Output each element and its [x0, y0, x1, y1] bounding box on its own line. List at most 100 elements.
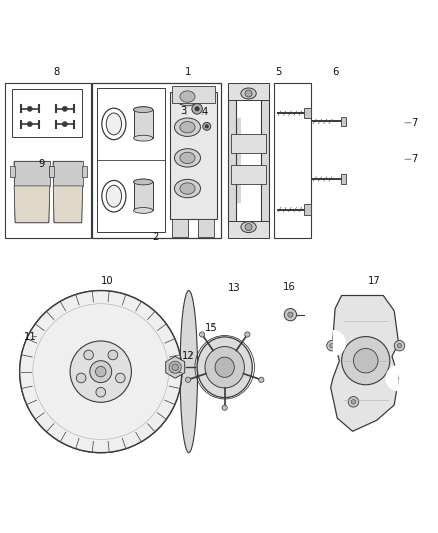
Text: 8: 8 [53, 67, 59, 77]
Bar [198, 219, 215, 237]
Bar [231, 165, 266, 183]
Ellipse shape [134, 107, 153, 112]
Polygon shape [331, 295, 399, 431]
Text: 10: 10 [101, 276, 113, 286]
Polygon shape [53, 186, 83, 223]
Circle shape [108, 350, 118, 360]
Bar [228, 91, 236, 229]
Bar [97, 88, 165, 232]
Ellipse shape [215, 357, 234, 377]
Circle shape [245, 332, 250, 337]
Bar [92, 83, 221, 238]
Circle shape [20, 290, 182, 453]
Ellipse shape [180, 122, 195, 133]
Circle shape [90, 361, 112, 383]
Bar [274, 83, 311, 238]
Circle shape [84, 350, 93, 360]
Bar [49, 166, 54, 177]
Circle shape [203, 123, 211, 130]
Circle shape [27, 122, 32, 127]
Bar [12, 89, 82, 138]
Bar [261, 91, 269, 229]
Circle shape [95, 366, 106, 377]
Text: 15: 15 [205, 323, 218, 333]
Ellipse shape [134, 107, 153, 112]
Bar [172, 219, 188, 237]
Ellipse shape [174, 87, 201, 106]
Circle shape [169, 361, 181, 373]
Text: 12: 12 [182, 351, 195, 361]
Circle shape [199, 332, 205, 337]
Bar [231, 134, 266, 152]
Circle shape [245, 223, 252, 231]
Bar [82, 166, 87, 177]
Polygon shape [166, 356, 185, 378]
Circle shape [288, 312, 293, 317]
Polygon shape [53, 161, 83, 223]
Ellipse shape [174, 179, 201, 198]
Bar [170, 92, 217, 219]
Bar [134, 182, 153, 211]
Wedge shape [385, 365, 399, 391]
Ellipse shape [174, 149, 201, 167]
Circle shape [96, 387, 106, 397]
Circle shape [62, 122, 67, 127]
Text: 3: 3 [180, 106, 186, 116]
Text: 17: 17 [368, 276, 381, 286]
Circle shape [353, 349, 378, 373]
Circle shape [185, 377, 191, 382]
Circle shape [342, 336, 390, 385]
Ellipse shape [134, 179, 153, 185]
Text: 11: 11 [24, 332, 37, 342]
Circle shape [70, 341, 131, 402]
Text: 6: 6 [332, 67, 338, 77]
Bar [228, 83, 269, 100]
Bar [134, 110, 153, 138]
Bar [5, 83, 91, 238]
Ellipse shape [106, 185, 122, 207]
Text: 5: 5 [275, 67, 281, 77]
Circle shape [284, 309, 297, 321]
Ellipse shape [197, 337, 252, 398]
Polygon shape [14, 186, 50, 223]
Circle shape [351, 400, 356, 404]
Text: 9: 9 [39, 159, 45, 168]
Ellipse shape [134, 135, 153, 141]
Bar [341, 117, 346, 126]
Text: 1: 1 [185, 67, 191, 77]
Circle shape [76, 373, 86, 383]
Circle shape [172, 364, 179, 370]
Ellipse shape [180, 183, 195, 194]
Bar [10, 166, 15, 177]
Ellipse shape [134, 179, 153, 185]
Ellipse shape [241, 222, 256, 232]
Text: 16: 16 [283, 282, 296, 292]
Circle shape [245, 90, 252, 97]
Text: 13: 13 [228, 282, 240, 293]
Text: 7: 7 [411, 118, 417, 128]
Circle shape [195, 107, 199, 111]
Wedge shape [333, 330, 346, 356]
Polygon shape [14, 161, 50, 186]
Ellipse shape [180, 290, 198, 453]
Text: 4: 4 [202, 107, 208, 117]
Circle shape [394, 341, 405, 351]
Bar [228, 221, 269, 238]
Text: 2: 2 [152, 232, 159, 242]
Ellipse shape [174, 118, 201, 136]
Bar [49, 166, 54, 177]
Bar [172, 86, 215, 103]
Bar [304, 108, 311, 118]
Polygon shape [53, 161, 83, 186]
Ellipse shape [205, 346, 244, 388]
Ellipse shape [134, 207, 153, 213]
Circle shape [116, 373, 125, 383]
Circle shape [259, 377, 264, 382]
Bar [304, 204, 311, 215]
Circle shape [62, 106, 67, 111]
Circle shape [20, 290, 182, 453]
Circle shape [222, 405, 227, 410]
Circle shape [348, 397, 359, 407]
Polygon shape [14, 161, 50, 223]
Circle shape [192, 103, 202, 114]
